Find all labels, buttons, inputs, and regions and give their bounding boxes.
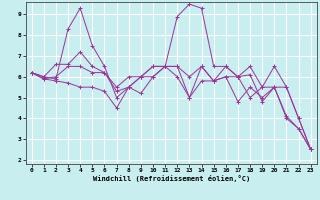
X-axis label: Windchill (Refroidissement éolien,°C): Windchill (Refroidissement éolien,°C)	[92, 175, 250, 182]
